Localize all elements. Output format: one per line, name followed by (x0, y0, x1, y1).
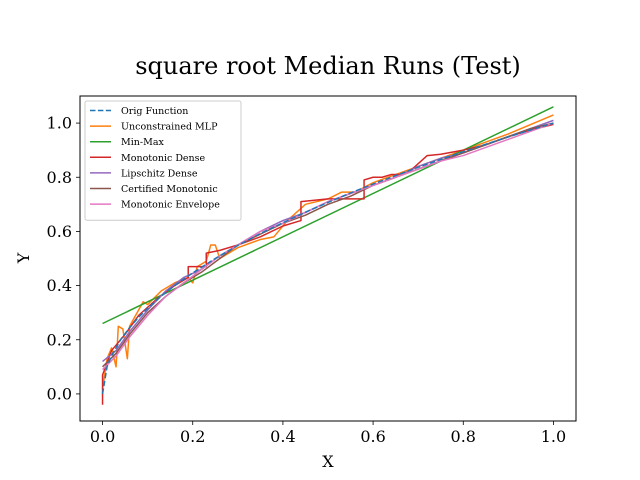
y-tick-label: 0.0 (47, 384, 72, 403)
y-tick-label: 0.4 (47, 276, 72, 295)
legend-label-1: Unconstrained MLP (121, 122, 218, 133)
y-tick-label: 1.0 (47, 114, 72, 133)
x-tick-label: 0.4 (270, 427, 295, 446)
legend: Orig Function Unconstrained MLP Min-Max Mon… (84, 100, 242, 221)
x-tick-label: 1.0 (541, 427, 566, 446)
legend-label-0: Orig Function (121, 106, 188, 117)
legend-label-4: Lipschitz Dense (121, 168, 198, 179)
y-tick-label: 0.8 (47, 168, 72, 187)
legend-box (84, 100, 242, 221)
legend-label-5: Certified Monotonic (121, 184, 218, 195)
chart-title: square root Median Runs (Test) (135, 52, 521, 80)
legend-label-6: Monotonic Envelope (121, 200, 220, 211)
series-line-0 (101, 122, 554, 395)
y-tick-label: 0.2 (47, 330, 72, 349)
x-tick-label: 0.6 (360, 427, 385, 446)
axes-frame (79, 95, 577, 422)
x-tick-label: 0.2 (180, 427, 205, 446)
y-axis-label: Y (14, 252, 33, 264)
x-axis: 0.0 0.2 0.4 0.6 0.8 1.0 (90, 421, 566, 446)
y-axis: 0.0 0.2 0.4 0.6 0.8 1.0 (47, 114, 80, 403)
legend-label-2: Min-Max (121, 137, 164, 148)
series-lines (101, 106, 554, 405)
y-tick-label: 0.6 (47, 222, 72, 241)
legend-label-3: Monotonic Dense (121, 153, 206, 164)
x-tick-label: 0.8 (451, 427, 476, 446)
x-axis-label: X (322, 452, 334, 471)
x-tick-label: 0.0 (90, 427, 115, 446)
